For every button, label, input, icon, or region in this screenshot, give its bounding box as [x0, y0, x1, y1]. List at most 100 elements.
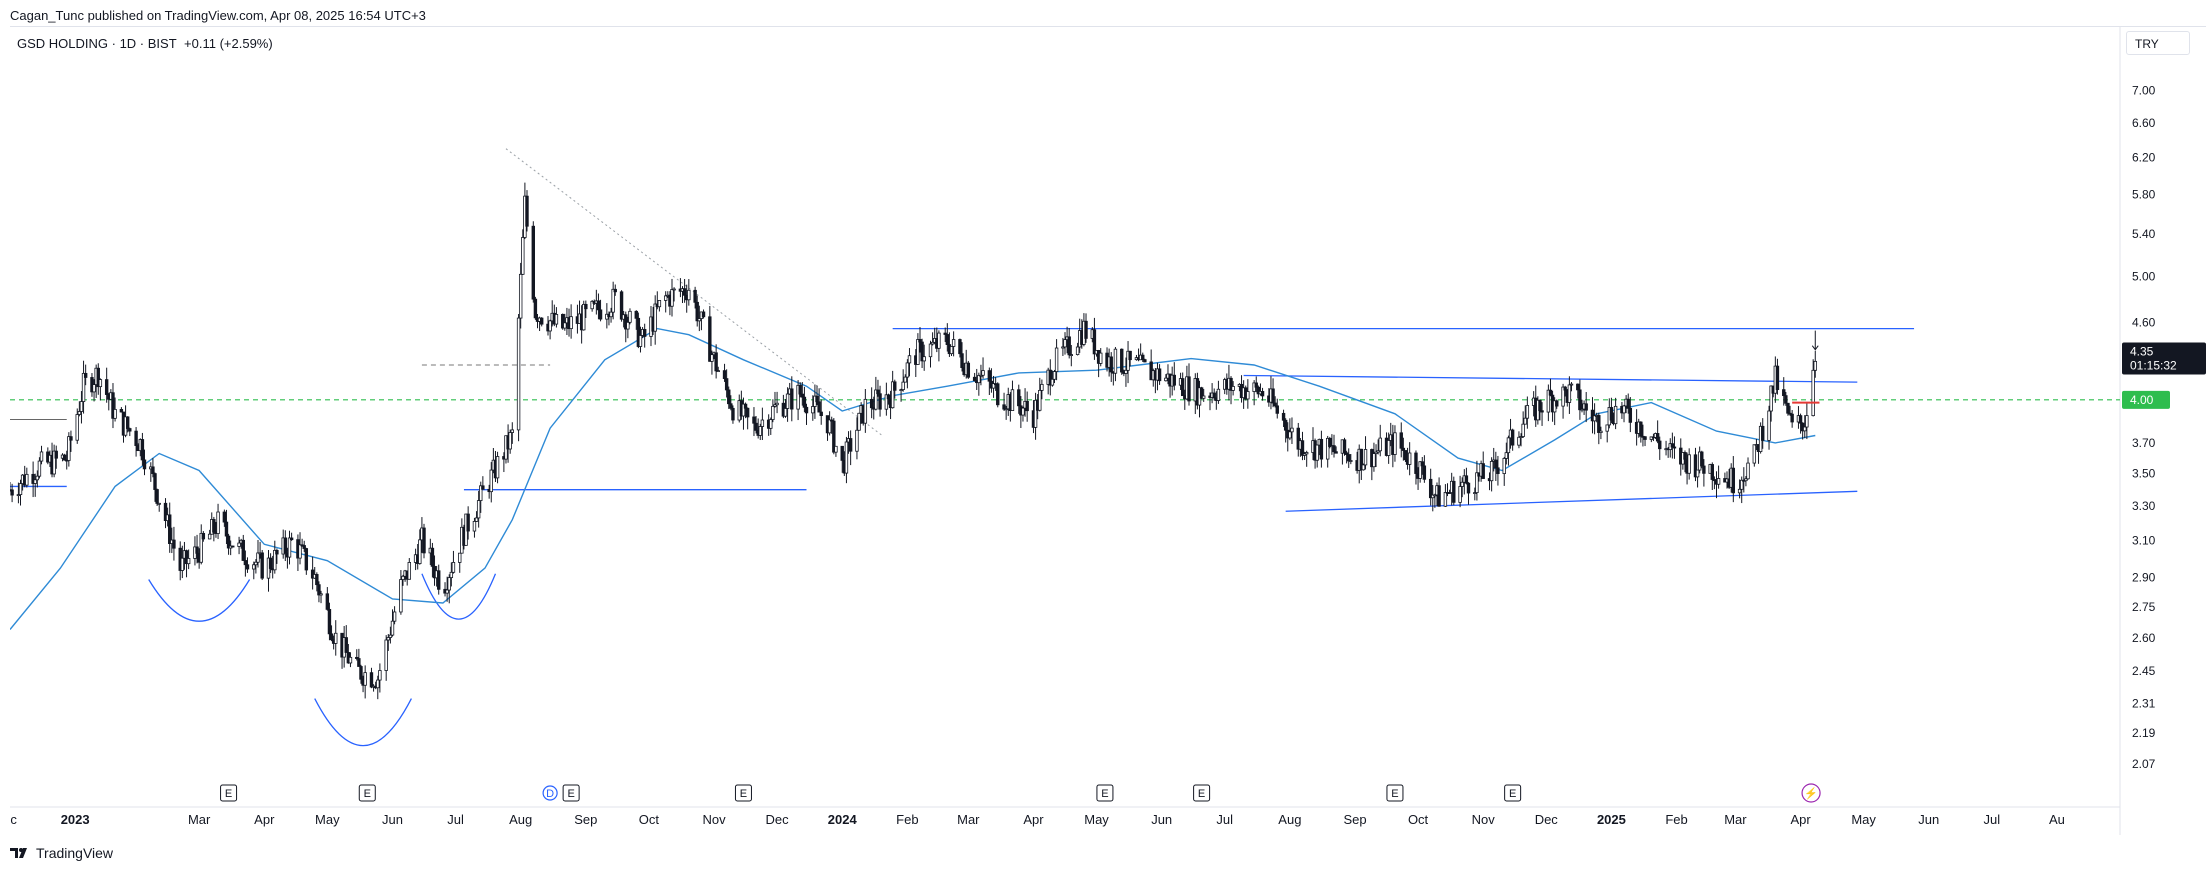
candle-body [1141, 354, 1145, 361]
candle-body [1386, 440, 1391, 456]
candle-body [1414, 452, 1418, 474]
candle-body [1349, 460, 1353, 462]
candle-body [1519, 436, 1523, 438]
candle-body [855, 429, 859, 452]
candle-body [1731, 467, 1736, 494]
candle-body [1494, 459, 1498, 469]
candle-body [1805, 415, 1809, 428]
x-tick-label: May [1851, 812, 1876, 827]
candle-body [31, 473, 35, 484]
candle-body [619, 291, 624, 320]
symbol-name[interactable]: GSD HOLDING · 1D · BIST [17, 36, 177, 51]
candle-body [401, 575, 405, 580]
y-tick-label: 5.00 [2132, 269, 2156, 283]
candle-body [1407, 452, 1412, 465]
candle-body [1695, 469, 1700, 478]
candle-body [1473, 492, 1477, 494]
x-tick-label: Sep [574, 812, 597, 827]
candle-body [1021, 407, 1025, 416]
candle-body [1769, 385, 1773, 412]
candle-body [134, 430, 138, 446]
candle-body [1271, 388, 1275, 404]
event-badge-label: E [567, 788, 574, 800]
y-tick-label: 2.75 [2132, 600, 2156, 614]
candle-body [830, 419, 834, 422]
candle-body [1172, 374, 1176, 386]
candle-body [907, 355, 912, 364]
candle-body [1700, 451, 1704, 467]
candle-body [731, 407, 735, 421]
candle-body [399, 579, 403, 613]
candle-body [1334, 451, 1338, 454]
event-badge-label: E [1101, 788, 1108, 800]
candle-body [657, 300, 662, 308]
candle-body [1609, 407, 1614, 421]
event-badge-label: D [546, 788, 554, 800]
candle-body [981, 370, 985, 376]
candle-body [33, 479, 37, 484]
candle-body [800, 393, 805, 398]
candle-body [1319, 438, 1324, 460]
candle-body [1683, 452, 1687, 460]
y-tick-label: 2.45 [2132, 664, 2156, 678]
candle-body [1548, 389, 1553, 396]
candle-body [1576, 383, 1580, 391]
candle-body [701, 311, 706, 318]
candle-body [77, 411, 82, 415]
symbol-legend[interactable]: GSD HOLDING · 1D · BIST +0.11 (+2.59%) [17, 36, 273, 51]
candle-body [180, 557, 185, 571]
x-tick-label: Jul [1983, 812, 2000, 827]
event-badge-label: E [225, 788, 232, 800]
candle-body [687, 289, 691, 301]
candle-body [157, 502, 161, 505]
candle-body [92, 384, 96, 393]
candle-body [207, 533, 212, 540]
candle-body [418, 539, 422, 564]
candle-body [1613, 405, 1618, 425]
candle-body [1332, 445, 1336, 453]
chart-pane[interactable]: 7.00 6.60 6.20 5.80 5.40 5.00 4.60 4.00 3.70 3.50… [10, 26, 2206, 835]
candle-body [531, 225, 535, 300]
x-tick-label: Feb [1665, 812, 1687, 827]
candle-body [1813, 360, 1817, 371]
candle-body [943, 332, 947, 335]
candle-body [790, 388, 794, 410]
candle-body [1740, 479, 1744, 490]
price-chart[interactable]: 7.00 6.60 6.20 5.80 5.40 5.00 4.60 4.00 3.70 3.50… [10, 27, 2206, 835]
y-tick-label: 4.60 [2132, 316, 2156, 330]
candle-body [510, 429, 514, 433]
x-tick-label: Dec [1535, 812, 1559, 827]
candle-body [231, 545, 235, 548]
candle-body [1481, 463, 1485, 479]
candle-body [325, 593, 330, 610]
tradingview-brand[interactable]: TradingView [10, 845, 113, 861]
x-tick-label: Jun [1151, 812, 1172, 827]
candle-body [344, 637, 348, 653]
candle-body [724, 378, 729, 391]
event-badge-label: E [1509, 788, 1516, 800]
candle-body [1418, 461, 1422, 479]
candle-body [1767, 410, 1771, 441]
candle-body [1004, 408, 1008, 411]
candle-body [1378, 437, 1382, 452]
candle-body [1443, 492, 1448, 507]
candle-body [611, 288, 615, 313]
candle-body [1712, 479, 1717, 482]
candle-body [1113, 348, 1118, 374]
candle-body [1157, 368, 1162, 382]
candle-body [857, 412, 861, 431]
x-tick-label: Jun [1918, 812, 1939, 827]
candle-body [951, 339, 956, 347]
candle-body [1164, 377, 1168, 382]
candle-body [1180, 378, 1185, 397]
candle-body [1447, 492, 1452, 494]
event-badge-label: ⚡ [1804, 787, 1818, 800]
candle-body [479, 485, 483, 501]
candle-body [1489, 461, 1494, 482]
candle-body [758, 426, 762, 436]
x-tick-label: 2023 [61, 812, 90, 827]
candle-body [243, 560, 248, 566]
candle-body [769, 419, 773, 429]
currency-selector[interactable]: TRY [2126, 31, 2190, 55]
candle-body [540, 317, 544, 325]
